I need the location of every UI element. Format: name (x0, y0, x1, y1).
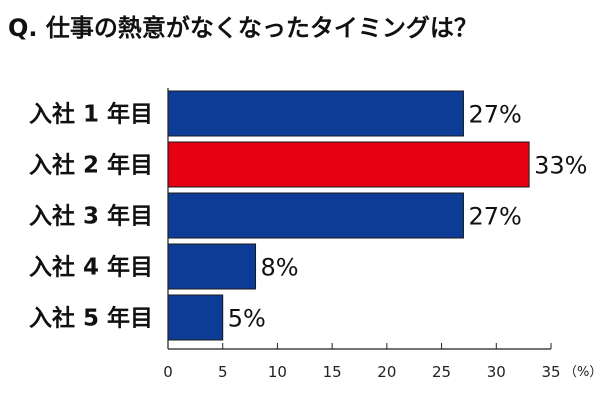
value-label: 27% (468, 203, 521, 231)
category-label: 入社 4 年目 (29, 254, 153, 281)
x-axis-unit: （%） (564, 365, 602, 380)
category-label: 入社 1 年目 (29, 101, 153, 128)
x-tick-label: 20 (377, 363, 396, 381)
x-tick-label: 10 (268, 363, 287, 381)
bar-5 (167, 294, 224, 341)
x-tick-label: 35 (541, 363, 560, 381)
bar-4 (167, 243, 257, 290)
x-axis: 0 5 10 15 20 25 30 35 （%） (163, 88, 602, 381)
value-label: 5% (228, 305, 266, 333)
x-tick-label: 15 (323, 363, 342, 381)
category-label: 入社 5 年目 (29, 305, 153, 332)
chart-title: Q. 仕事の熱意がなくなったタイミングは？ (8, 14, 478, 42)
bar-3 (167, 192, 464, 239)
category-label: 入社 2 年目 (29, 152, 153, 179)
value-label: 8% (261, 254, 299, 282)
value-label: 27% (468, 101, 521, 129)
bars (167, 90, 530, 341)
category-label: 入社 3 年目 (29, 203, 153, 230)
x-tick-label: 25 (432, 363, 451, 381)
value-labels: 27% 33% 27% 8% 5% (228, 101, 588, 333)
x-tick-label: 0 (163, 363, 173, 381)
value-label: 33% (534, 152, 587, 180)
bar-1 (167, 90, 464, 137)
x-tick-label: 30 (487, 363, 506, 381)
bar-2 (167, 141, 530, 188)
x-tick-label: 5 (218, 363, 228, 381)
